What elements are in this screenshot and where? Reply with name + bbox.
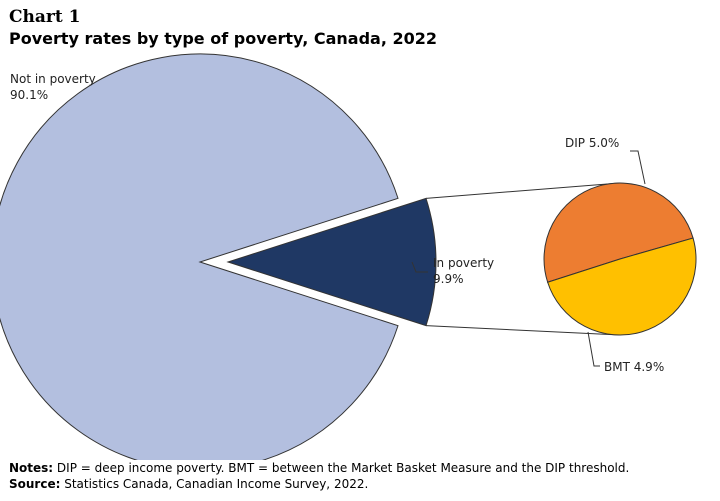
label-bmt: BMT 4.9% <box>604 360 664 374</box>
leader-line-bmt <box>587 331 600 367</box>
chart-header: Chart 1 Poverty rates by type of poverty… <box>9 6 437 50</box>
source-label: Source: <box>9 477 61 491</box>
pie-slice-in-poverty <box>226 197 437 327</box>
chart-number: Chart 1 <box>9 7 81 27</box>
main-pie <box>0 53 437 460</box>
pie-slice-not-in-poverty <box>0 53 399 460</box>
label-not-in-poverty-name: Not in poverty <box>10 72 96 86</box>
source-text: Statistics Canada, Canadian Income Surve… <box>60 477 369 491</box>
connector-line-top <box>425 182 621 199</box>
chart-title: Poverty rates by type of poverty, Canada… <box>9 29 438 48</box>
leader-line-dip <box>630 150 646 185</box>
pie-slice-bmt <box>547 237 697 336</box>
breakdown-pie <box>543 182 697 336</box>
notes-text: DIP = deep income poverty. BMT = between… <box>53 461 630 475</box>
leader-lines <box>411 150 646 367</box>
connector-line-bottom <box>425 325 621 336</box>
connector-lines <box>425 182 621 336</box>
label-dip: DIP 5.0% <box>565 136 619 150</box>
label-not-in-poverty-value: 90.1% <box>10 88 48 102</box>
pie-of-pie-chart: Not in poverty 90.1% In poverty 9.9% DIP… <box>0 53 697 460</box>
source-line: Source: Statistics Canada, Canadian Inco… <box>9 476 629 492</box>
label-in-poverty-value: 9.9% <box>433 272 464 286</box>
leader-line-in-poverty <box>411 261 428 273</box>
notes-line: Notes: DIP = deep income poverty. BMT = … <box>9 460 629 476</box>
pie-slice-dip <box>543 182 694 283</box>
chart-footer: Notes: DIP = deep income poverty. BMT = … <box>9 460 629 492</box>
notes-label: Notes: <box>9 461 54 475</box>
label-in-poverty-name: In poverty <box>433 256 494 270</box>
